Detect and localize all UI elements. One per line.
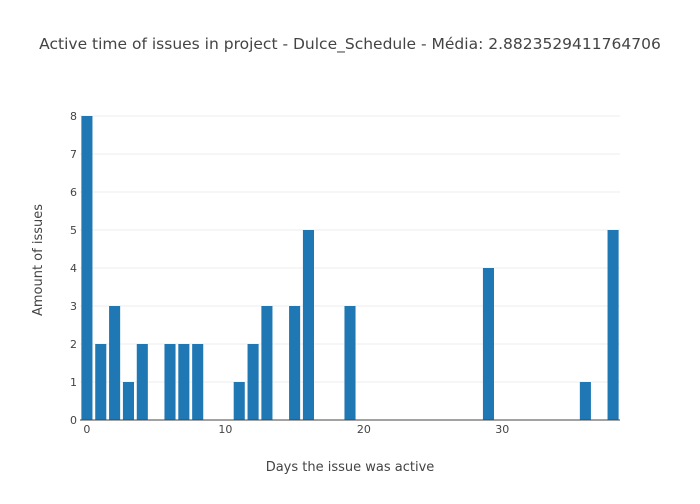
y-tick-label: 7 — [70, 148, 77, 161]
x-tick-label: 20 — [357, 423, 371, 436]
bar — [109, 306, 121, 420]
bar — [247, 344, 259, 420]
axes: 0 1 2 3 4 5 6 7 8 0 10 20 30 — [70, 110, 620, 436]
bar — [178, 344, 190, 420]
bar — [261, 306, 273, 420]
x-tick-label: 0 — [83, 423, 90, 436]
bar — [607, 230, 619, 420]
bar — [136, 344, 148, 420]
y-tick-label: 6 — [70, 186, 77, 199]
bar — [164, 344, 176, 420]
x-tick-label: 30 — [495, 423, 509, 436]
y-tick-label: 1 — [70, 376, 77, 389]
chart-title: Active time of issues in project - Dulce… — [39, 35, 661, 54]
bar — [81, 116, 93, 420]
bar — [302, 230, 314, 420]
bars — [81, 116, 619, 420]
y-tick-label: 5 — [70, 224, 77, 237]
bar — [233, 382, 245, 420]
bar — [482, 268, 494, 420]
y-tick-label: 4 — [70, 262, 77, 275]
y-tick-label: 0 — [70, 414, 77, 427]
y-tick-label: 2 — [70, 338, 77, 351]
bar — [192, 344, 204, 420]
x-axis-title: Days the issue was active — [266, 460, 435, 475]
x-tick-label: 10 — [218, 423, 232, 436]
bar — [122, 382, 134, 420]
y-tick-label: 8 — [70, 110, 77, 123]
bar — [579, 382, 591, 420]
y-tick-label: 3 — [70, 300, 77, 313]
bar — [289, 306, 301, 420]
y-axis-title: Amount of issues — [31, 204, 46, 316]
bar — [95, 344, 107, 420]
bar — [344, 306, 356, 420]
